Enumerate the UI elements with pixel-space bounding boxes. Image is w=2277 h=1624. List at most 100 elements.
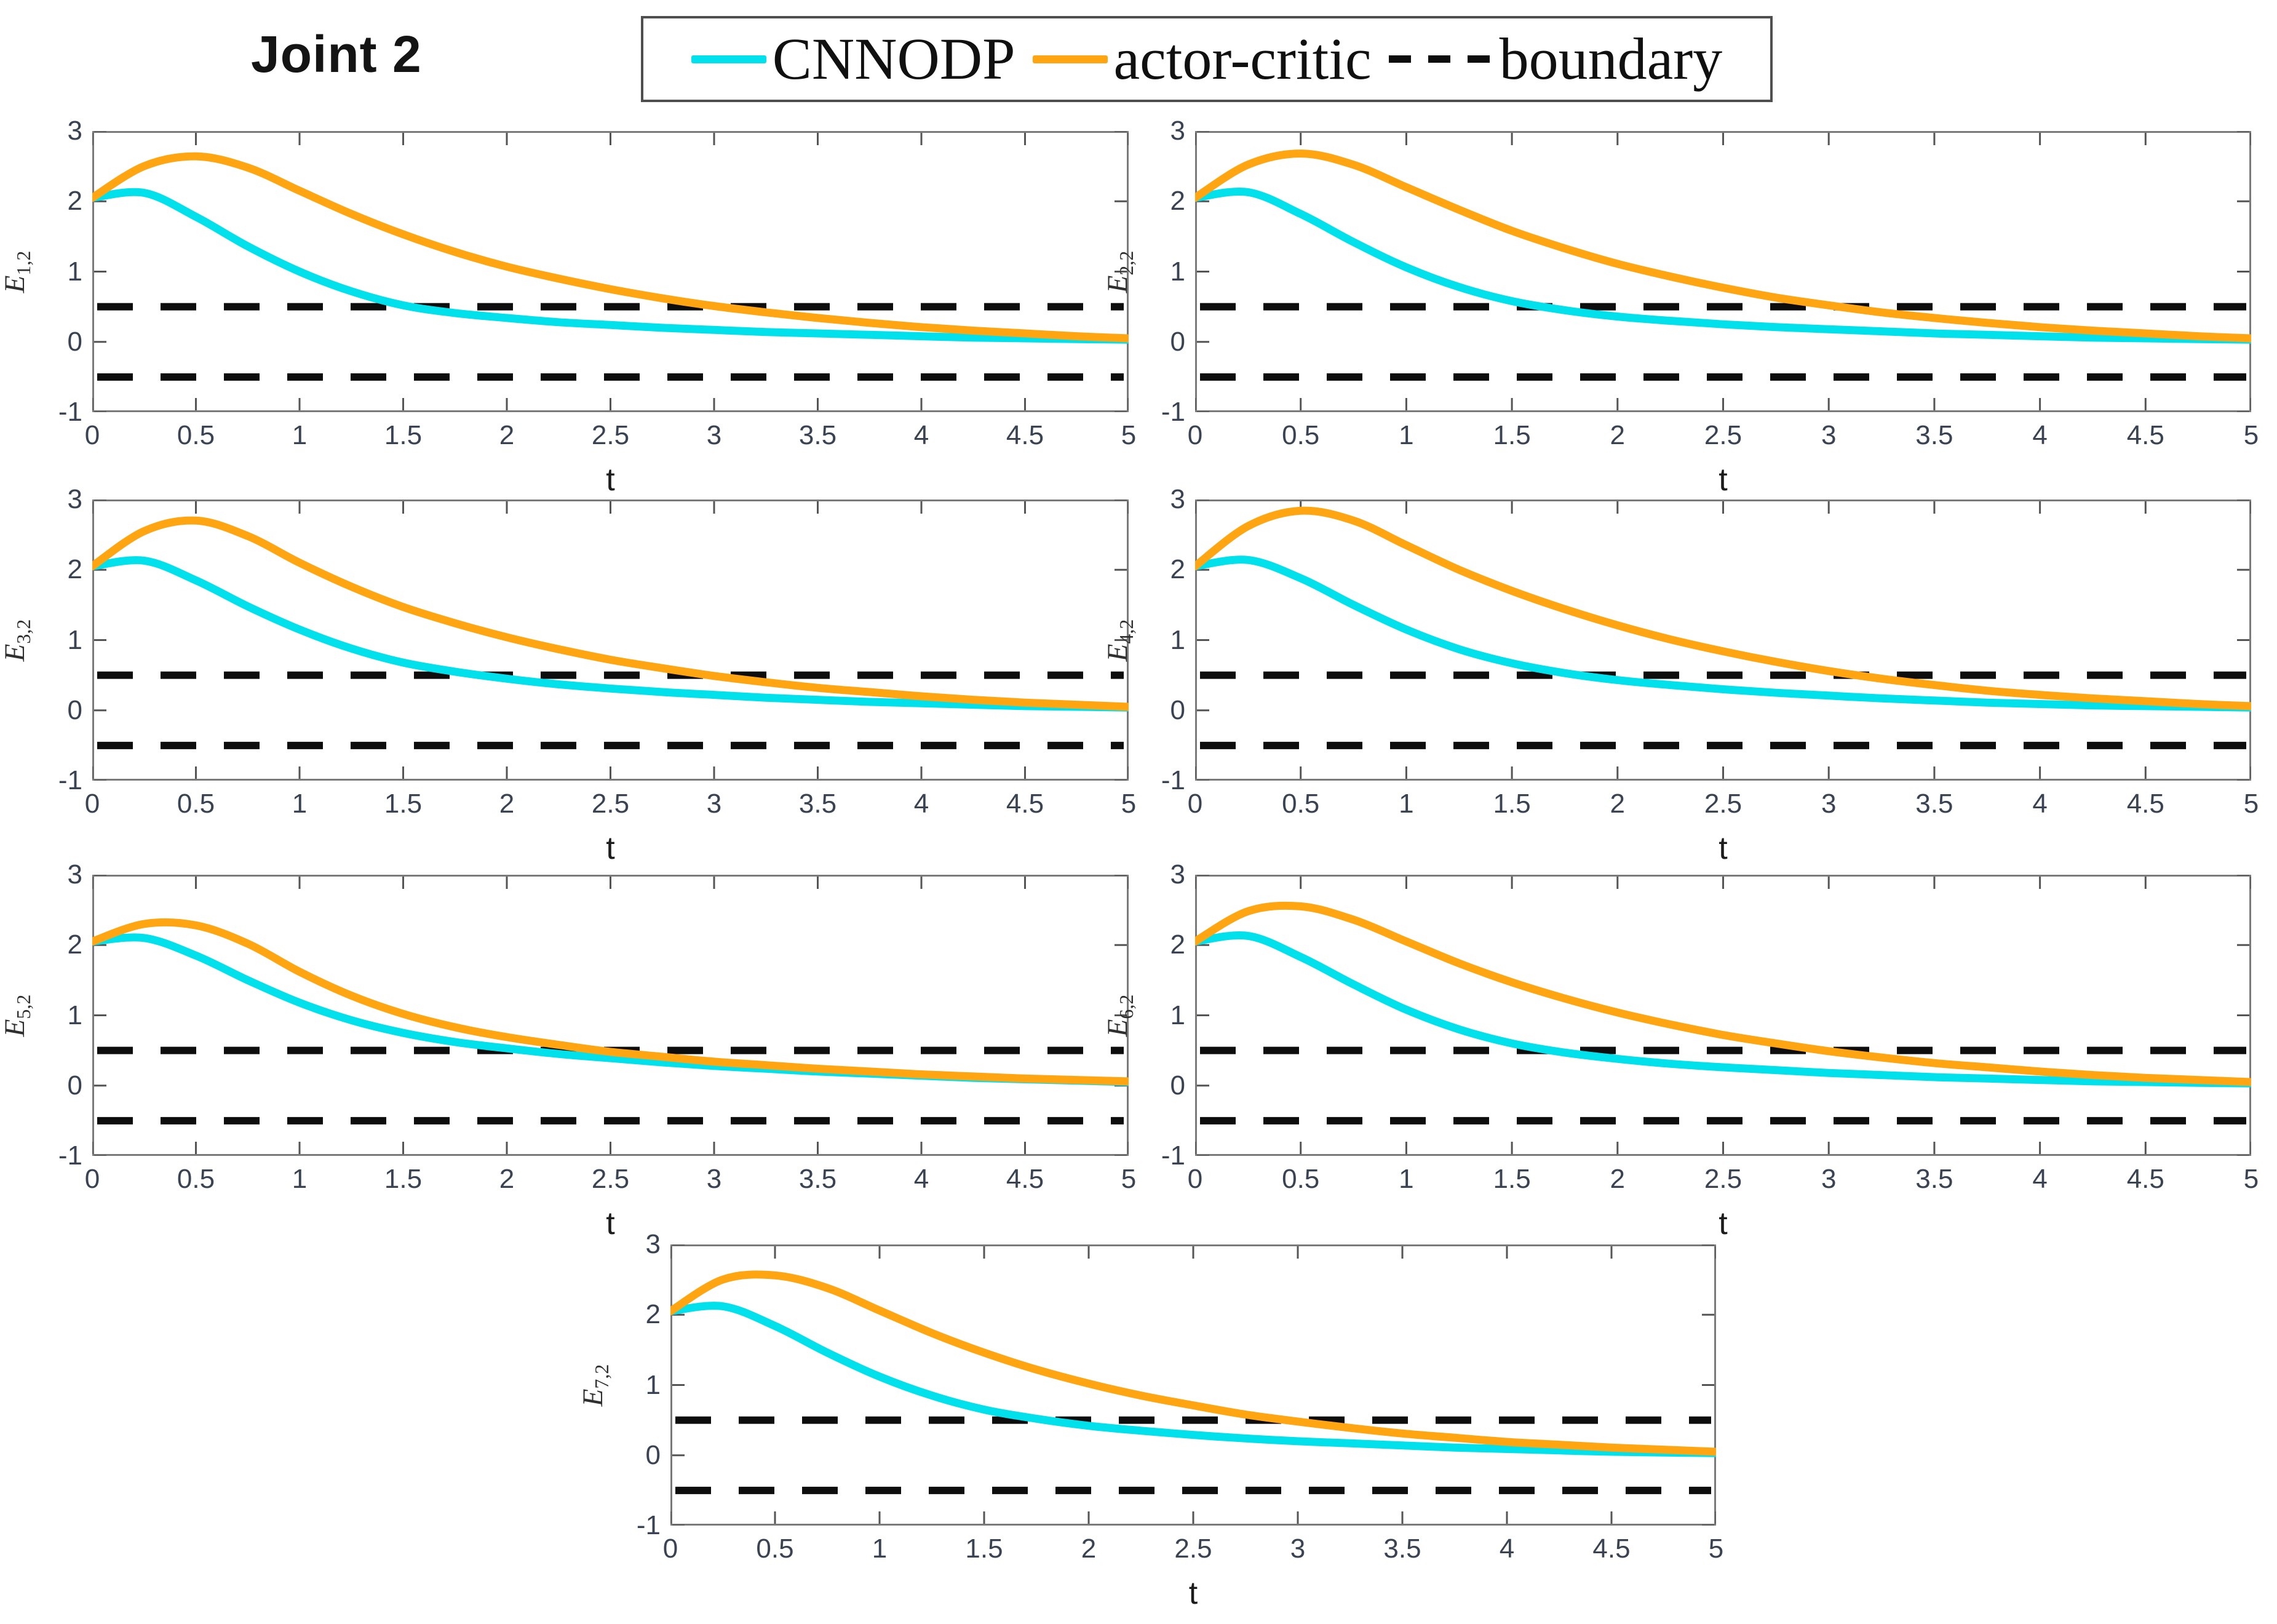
legend-label-boundary: boundary xyxy=(1499,26,1723,92)
x-tick-label: 0.5 xyxy=(1282,1164,1320,1194)
x-tick-label: 3.5 xyxy=(1383,1534,1421,1564)
y-tick-label: 2 xyxy=(67,554,82,585)
actor-critic-curve xyxy=(92,516,1129,711)
x-axis-label: t xyxy=(1719,830,1728,866)
x-tick-label: 4 xyxy=(913,789,929,819)
x-tick-label: 2 xyxy=(499,420,515,450)
x-tick-label: 1.5 xyxy=(384,420,423,450)
legend-box: CNNODP actor-critic boundary xyxy=(641,16,1773,102)
axes-frame xyxy=(92,500,1129,781)
x-tick-label: 1.5 xyxy=(1493,1164,1531,1194)
legend-item-actor-critic: actor-critic xyxy=(1032,30,1372,89)
x-tick-label: 1.5 xyxy=(1493,789,1531,819)
y-axis-label: E7,2 xyxy=(576,1364,613,1406)
y-tick-label: 1 xyxy=(645,1369,661,1400)
x-tick-label: 3 xyxy=(706,1164,722,1194)
y-axis-label: E1,2 xyxy=(0,250,35,293)
x-tick-label: 4 xyxy=(1499,1534,1515,1564)
y-tick-label: 0 xyxy=(645,1439,661,1470)
y-tick-label: 1 xyxy=(67,1000,82,1030)
y-tick-label: 3 xyxy=(67,859,82,890)
x-tick-label: 4.5 xyxy=(1006,789,1044,819)
x-tick-label: 4 xyxy=(913,420,929,450)
x-tick-label: 0 xyxy=(84,789,100,819)
x-tick-label: 2 xyxy=(1610,420,1626,450)
y-tick-label: -1 xyxy=(1161,765,1185,795)
x-tick-label: 4 xyxy=(2032,420,2048,450)
x-tick-label: 3 xyxy=(706,789,722,819)
x-tick-label: 4.5 xyxy=(2126,1164,2164,1194)
plot-canvas xyxy=(92,875,1129,1156)
subplot-E5-2: 3 2 1 0 -1 0 0.5 1 1.5 2 2.5 3 3.5 4 4.5 5 t E5,2 xyxy=(0,861,1136,1240)
y-tick-label: -1 xyxy=(58,765,82,795)
CNNODP-curve xyxy=(92,556,1129,712)
x-tick-label: 3.5 xyxy=(1915,1164,1953,1194)
x-tick-label: 1 xyxy=(292,420,308,450)
actor-critic-curve xyxy=(1195,506,2251,710)
x-tick-label: 2.5 xyxy=(1704,789,1743,819)
x-tick-label: 5 xyxy=(1708,1534,1724,1564)
subplot-E4-2: 3 2 1 0 -1 0 0.5 1 1.5 2 2.5 3 3.5 4 4.5 5 t E4,2 xyxy=(1102,486,2259,865)
x-tick-label: 1 xyxy=(292,789,308,819)
x-tick-label: 3 xyxy=(1821,420,1837,450)
x-tick-label: 4.5 xyxy=(1006,1164,1044,1194)
x-tick-label: 3.5 xyxy=(798,420,837,450)
y-axis-label: E6,2 xyxy=(1101,994,1138,1037)
plot-canvas xyxy=(1195,500,2251,781)
x-tick-label: 0.5 xyxy=(177,789,215,819)
x-tick-label: 3 xyxy=(1821,1164,1837,1194)
y-tick-label: 2 xyxy=(1170,554,1185,585)
axes-frame xyxy=(92,875,1129,1156)
y-tick-label: -1 xyxy=(58,1140,82,1171)
y-axis-label: E2,2 xyxy=(1101,250,1138,293)
x-tick-label: 3 xyxy=(1290,1534,1306,1564)
x-tick-label: 3 xyxy=(1821,789,1837,819)
y-tick-label: 1 xyxy=(1170,624,1185,655)
x-tick-label: 4.5 xyxy=(2126,420,2164,450)
y-tick-label: 0 xyxy=(67,695,82,725)
actor-critic-curve xyxy=(1195,149,2251,343)
actor-critic-line-swatch-icon xyxy=(1032,55,1108,63)
x-tick-label: 2.5 xyxy=(1174,1534,1212,1564)
y-tick-label: 0 xyxy=(67,326,82,357)
x-tick-label: 2 xyxy=(1081,1534,1097,1564)
y-tick-label: -1 xyxy=(1161,1140,1185,1171)
x-tick-label: 1.5 xyxy=(1493,420,1531,450)
y-tick-label: -1 xyxy=(1161,397,1185,427)
x-tick-label: 4.5 xyxy=(1006,420,1044,450)
y-tick-label: 0 xyxy=(1170,326,1185,357)
x-tick-label: 0.5 xyxy=(1282,420,1320,450)
x-tick-label: 0.5 xyxy=(756,1534,794,1564)
y-tick-label: 1 xyxy=(67,256,82,287)
plot-canvas xyxy=(1195,875,2251,1156)
y-tick-label: 2 xyxy=(1170,186,1185,217)
x-tick-label: 2.5 xyxy=(591,789,630,819)
x-tick-label: 0.5 xyxy=(1282,789,1320,819)
axes-frame xyxy=(1195,500,2251,781)
x-tick-label: 3 xyxy=(706,420,722,450)
y-tick-label: 3 xyxy=(67,116,82,146)
subplot-E1-2: 3 2 1 0 -1 0 0.5 1 1.5 2 2.5 3 3.5 4 4.5 5 t E1,2 xyxy=(0,117,1136,496)
x-tick-label: 5 xyxy=(1121,420,1137,450)
y-tick-label: 2 xyxy=(1170,929,1185,960)
x-tick-label: 2 xyxy=(499,1164,515,1194)
y-tick-label: -1 xyxy=(636,1510,661,1540)
x-tick-label: 0 xyxy=(1187,1164,1203,1194)
plot-canvas xyxy=(1195,131,2251,412)
actor-critic-curve xyxy=(92,152,1129,343)
x-tick-label: 3.5 xyxy=(798,1164,837,1194)
actor-critic-curve xyxy=(92,918,1129,1086)
y-tick-label: 1 xyxy=(67,624,82,655)
x-tick-label: 3.5 xyxy=(798,789,837,819)
actor-critic-curve xyxy=(1195,901,2251,1086)
x-tick-label: 0.5 xyxy=(177,420,215,450)
x-tick-label: 4 xyxy=(2032,789,2048,819)
x-tick-label: 2.5 xyxy=(591,420,630,450)
x-tick-label: 4 xyxy=(2032,1164,2048,1194)
axes-frame xyxy=(1195,875,2251,1156)
y-axis-label: E5,2 xyxy=(0,994,35,1037)
y-tick-label: 2 xyxy=(67,929,82,960)
x-tick-label: 2 xyxy=(1610,789,1626,819)
y-tick-label: 3 xyxy=(67,484,82,514)
x-tick-label: 0 xyxy=(1187,789,1203,819)
